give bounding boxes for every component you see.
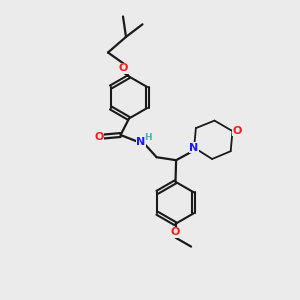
- Text: O: O: [94, 131, 104, 142]
- Text: N: N: [190, 142, 199, 153]
- Text: O: O: [232, 125, 242, 136]
- Text: O: O: [119, 63, 128, 73]
- Text: H: H: [144, 133, 152, 142]
- Text: N: N: [136, 136, 146, 147]
- Text: O: O: [171, 227, 180, 237]
